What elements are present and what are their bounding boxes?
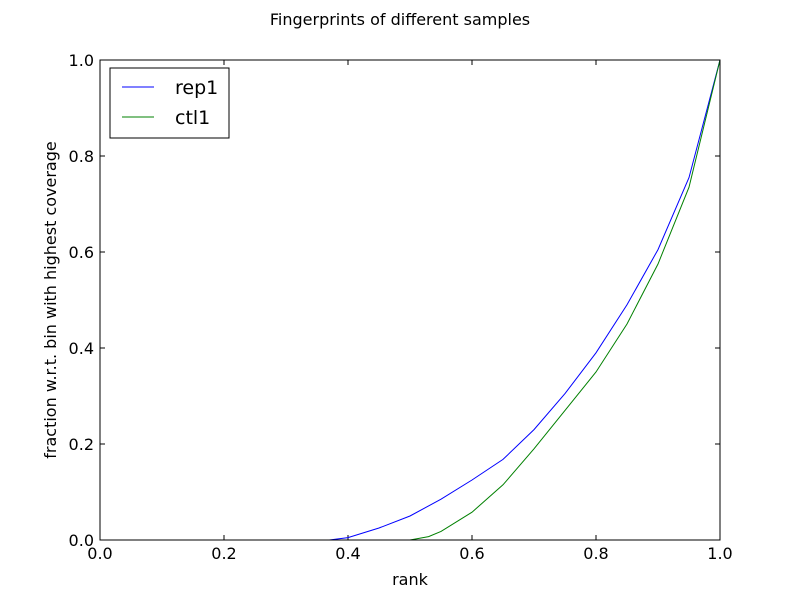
y-tick-label: 0.6 <box>69 243 94 262</box>
y-axis-label: fraction w.r.t. bin with highest coverag… <box>41 141 60 458</box>
legend: rep1 ctl1 <box>109 67 230 139</box>
y-tick-label: 0.8 <box>69 147 94 166</box>
x-tick-label: 0.8 <box>583 544 608 563</box>
x-axis-label: rank <box>392 570 429 589</box>
x-tick-label: 0.2 <box>211 544 236 563</box>
y-tick-label: 1.0 <box>69 51 94 70</box>
plot-frame <box>99 59 721 541</box>
legend-label-rep1: rep1 <box>175 77 218 99</box>
x-tick-label: 1.0 <box>707 544 732 563</box>
x-tick-label: 0.6 <box>459 544 484 563</box>
y-tick-label: 0.4 <box>69 339 94 358</box>
chart-title: Fingerprints of different samples <box>270 10 530 29</box>
x-tick-label: 0.4 <box>335 544 360 563</box>
legend-label-ctl1: ctl1 <box>175 107 210 129</box>
y-tick-label: 0.2 <box>69 435 94 454</box>
legend-box <box>109 67 230 139</box>
x-tick-label: 0.0 <box>87 544 112 563</box>
y-tick-label: 0.0 <box>69 531 94 550</box>
